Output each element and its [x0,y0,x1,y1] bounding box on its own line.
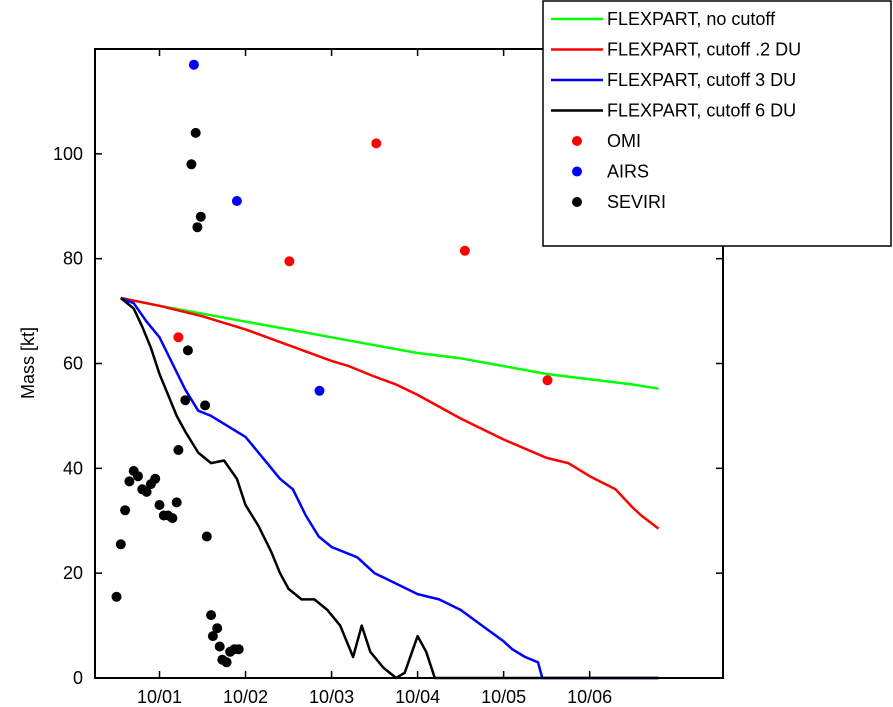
point-seviri-14 [171,497,182,508]
point-omi-0 [173,332,184,343]
point-seviri-19 [190,127,201,138]
y-axis-label: Mass [kt] [18,327,38,399]
point-seviri-18 [186,159,197,170]
point-seviri-0 [111,591,122,602]
y-tick-label-0: 0 [73,668,83,688]
legend-label-flexpart-no-cutoff: FLEXPART, no cutoff [607,9,776,29]
point-seviri-15 [173,445,184,455]
point-omi-2 [371,138,382,149]
x-tick-label-3: 10/04 [395,687,440,707]
point-seviri-2 [120,505,131,516]
legend-label-flexpart-cutoff-3-du: FLEXPART, cutoff 3 DU [607,70,796,90]
legend-label-omi: OMI [607,131,641,151]
point-seviri-23 [201,531,212,542]
legend-swatch-omi [572,136,582,146]
point-seviri-21 [195,211,206,222]
point-airs-1 [231,196,242,206]
series-line-flexpart-cutoff-2-du [120,296,660,530]
point-seviri-10 [154,500,165,510]
legend-label-airs: AIRS [607,162,649,182]
point-seviri-25 [207,631,218,642]
point-seviri-20 [192,222,203,233]
point-airs-2 [314,385,325,396]
point-seviri-26 [212,623,223,634]
legend-label-seviri: SEVIRI [607,192,666,212]
y-tick-label-4: 80 [63,249,83,269]
point-omi-1 [284,256,295,267]
legend: FLEXPART, no cutoff FLEXPART, cutoff .2 D… [542,0,892,247]
point-seviri-9 [150,473,161,484]
point-seviri-1 [115,539,126,550]
legend-label-flexpart-cutoff-6-du: FLEXPART, cutoff 6 DU [607,101,796,121]
point-seviri-29 [221,657,232,668]
point-seviri-24 [206,610,217,621]
point-seviri-27 [214,641,225,652]
point-seviri-22 [200,400,211,411]
ticks-layer: 10/01 10/02 10/03 10/04 10/05 10/06 0 20 40 60 80 1… [53,49,723,707]
point-seviri-7 [141,486,152,497]
legend-swatch-seviri [572,197,582,207]
point-seviri-5 [133,471,143,482]
x-tick-label-0: 10/01 [137,687,182,707]
x-tick-label-1: 10/02 [223,687,268,707]
x-tick-label-2: 10/03 [309,687,354,707]
legend-swatch-airs [572,166,582,177]
legend-label-flexpart-cutoff-2-du: FLEXPART, cutoff .2 DU [607,40,801,60]
y-tick-label-5: 100 [53,144,83,164]
point-seviri-32 [233,644,244,655]
point-seviri-16 [180,395,191,406]
series-line-flexpart-cutoff-3-du [120,296,659,680]
x-tick-label-5: 10/06 [567,687,612,707]
point-omi-3 [459,245,470,256]
point-airs-0 [188,59,199,70]
point-omi-4 [542,375,553,386]
y-tick-label-1: 20 [63,563,83,583]
y-tick-label-2: 40 [63,458,83,478]
series-layer [111,59,660,680]
series-line-flexpart-no-cutoff [120,296,659,390]
x-tick-label-4: 10/05 [481,687,526,707]
point-seviri-13 [167,513,178,524]
y-tick-label-3: 60 [63,354,83,374]
point-seviri-3 [124,476,135,487]
legend-box [542,0,892,247]
point-seviri-17 [182,345,193,356]
